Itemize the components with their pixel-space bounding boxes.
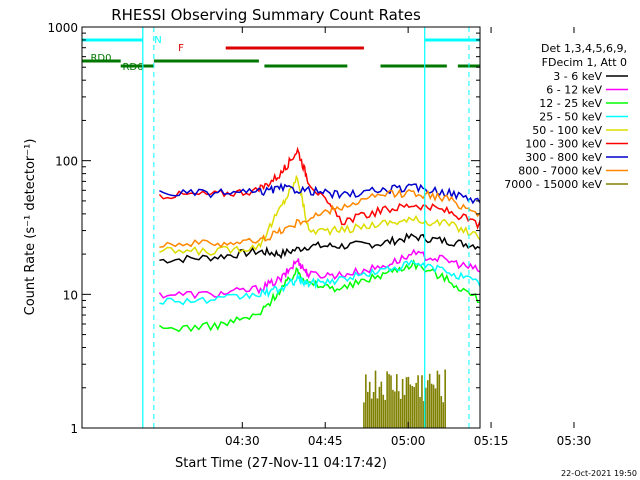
chart-title: RHESSI Observing Summary Count Rates bbox=[111, 6, 421, 24]
legend-entry-label: 3 - 6 keV bbox=[553, 70, 602, 83]
x-tick-label: 05:00 bbox=[391, 434, 426, 448]
legend-header-2: FDecim 1, Att 0 bbox=[542, 56, 627, 69]
legend-entry-label: 100 - 300 keV bbox=[525, 138, 602, 151]
legend-entry-label: 25 - 50 keV bbox=[539, 111, 602, 124]
y-tick-label: 1000 bbox=[47, 21, 78, 35]
legend-entry-label: 300 - 800 keV bbox=[525, 151, 602, 164]
legend: Det 1,3,4,5,6,9, FDecim 1, Att 0 3 - 6 k… bbox=[504, 42, 628, 191]
legend-entry-label: 800 - 7000 keV bbox=[518, 165, 602, 178]
y-tick-label: 10 bbox=[63, 288, 78, 302]
series-line-4 bbox=[159, 174, 480, 257]
flag-label-rd6: RD6 bbox=[122, 62, 143, 73]
x-tick-label: 04:45 bbox=[308, 434, 343, 448]
legend-entry-label: 7000 - 15000 keV bbox=[504, 178, 602, 191]
series-line-6 bbox=[159, 182, 480, 205]
series-line-1 bbox=[158, 248, 480, 300]
y-tick-label: 100 bbox=[55, 155, 78, 169]
generation-timestamp: 22-Oct-2021 19:50 bbox=[561, 469, 637, 478]
y-tick-label: 1 bbox=[70, 422, 78, 436]
x-tick-label: 05:30 bbox=[557, 434, 592, 448]
series-line-3 bbox=[159, 259, 480, 306]
series-line-7 bbox=[159, 188, 480, 248]
y-axis-label: Count Rate (s⁻¹ detector⁻¹) bbox=[23, 139, 38, 316]
legend-header-1: Det 1,3,4,5,6,9, bbox=[541, 42, 627, 55]
plot-frame bbox=[81, 26, 481, 429]
series-line-0 bbox=[159, 232, 480, 264]
x-axis-label: Start Time (27-Nov-11 04:17:42) bbox=[175, 456, 387, 471]
legend-entry-label: 50 - 100 keV bbox=[532, 124, 602, 137]
flag-label-n: N bbox=[154, 35, 161, 46]
legend-entry-label: 6 - 12 keV bbox=[546, 84, 602, 97]
x-tick-label: 05:15 bbox=[474, 434, 509, 448]
legend-entry-label: 12 - 25 keV bbox=[539, 97, 602, 110]
series-7000-15000-kev bbox=[363, 369, 446, 428]
flag-label-f: F bbox=[178, 43, 184, 54]
flag-label-rd0: RD0 bbox=[90, 53, 111, 64]
series-line-2 bbox=[158, 258, 480, 333]
x-tick-label: 04:30 bbox=[225, 434, 260, 448]
series-line-5 bbox=[158, 146, 480, 230]
